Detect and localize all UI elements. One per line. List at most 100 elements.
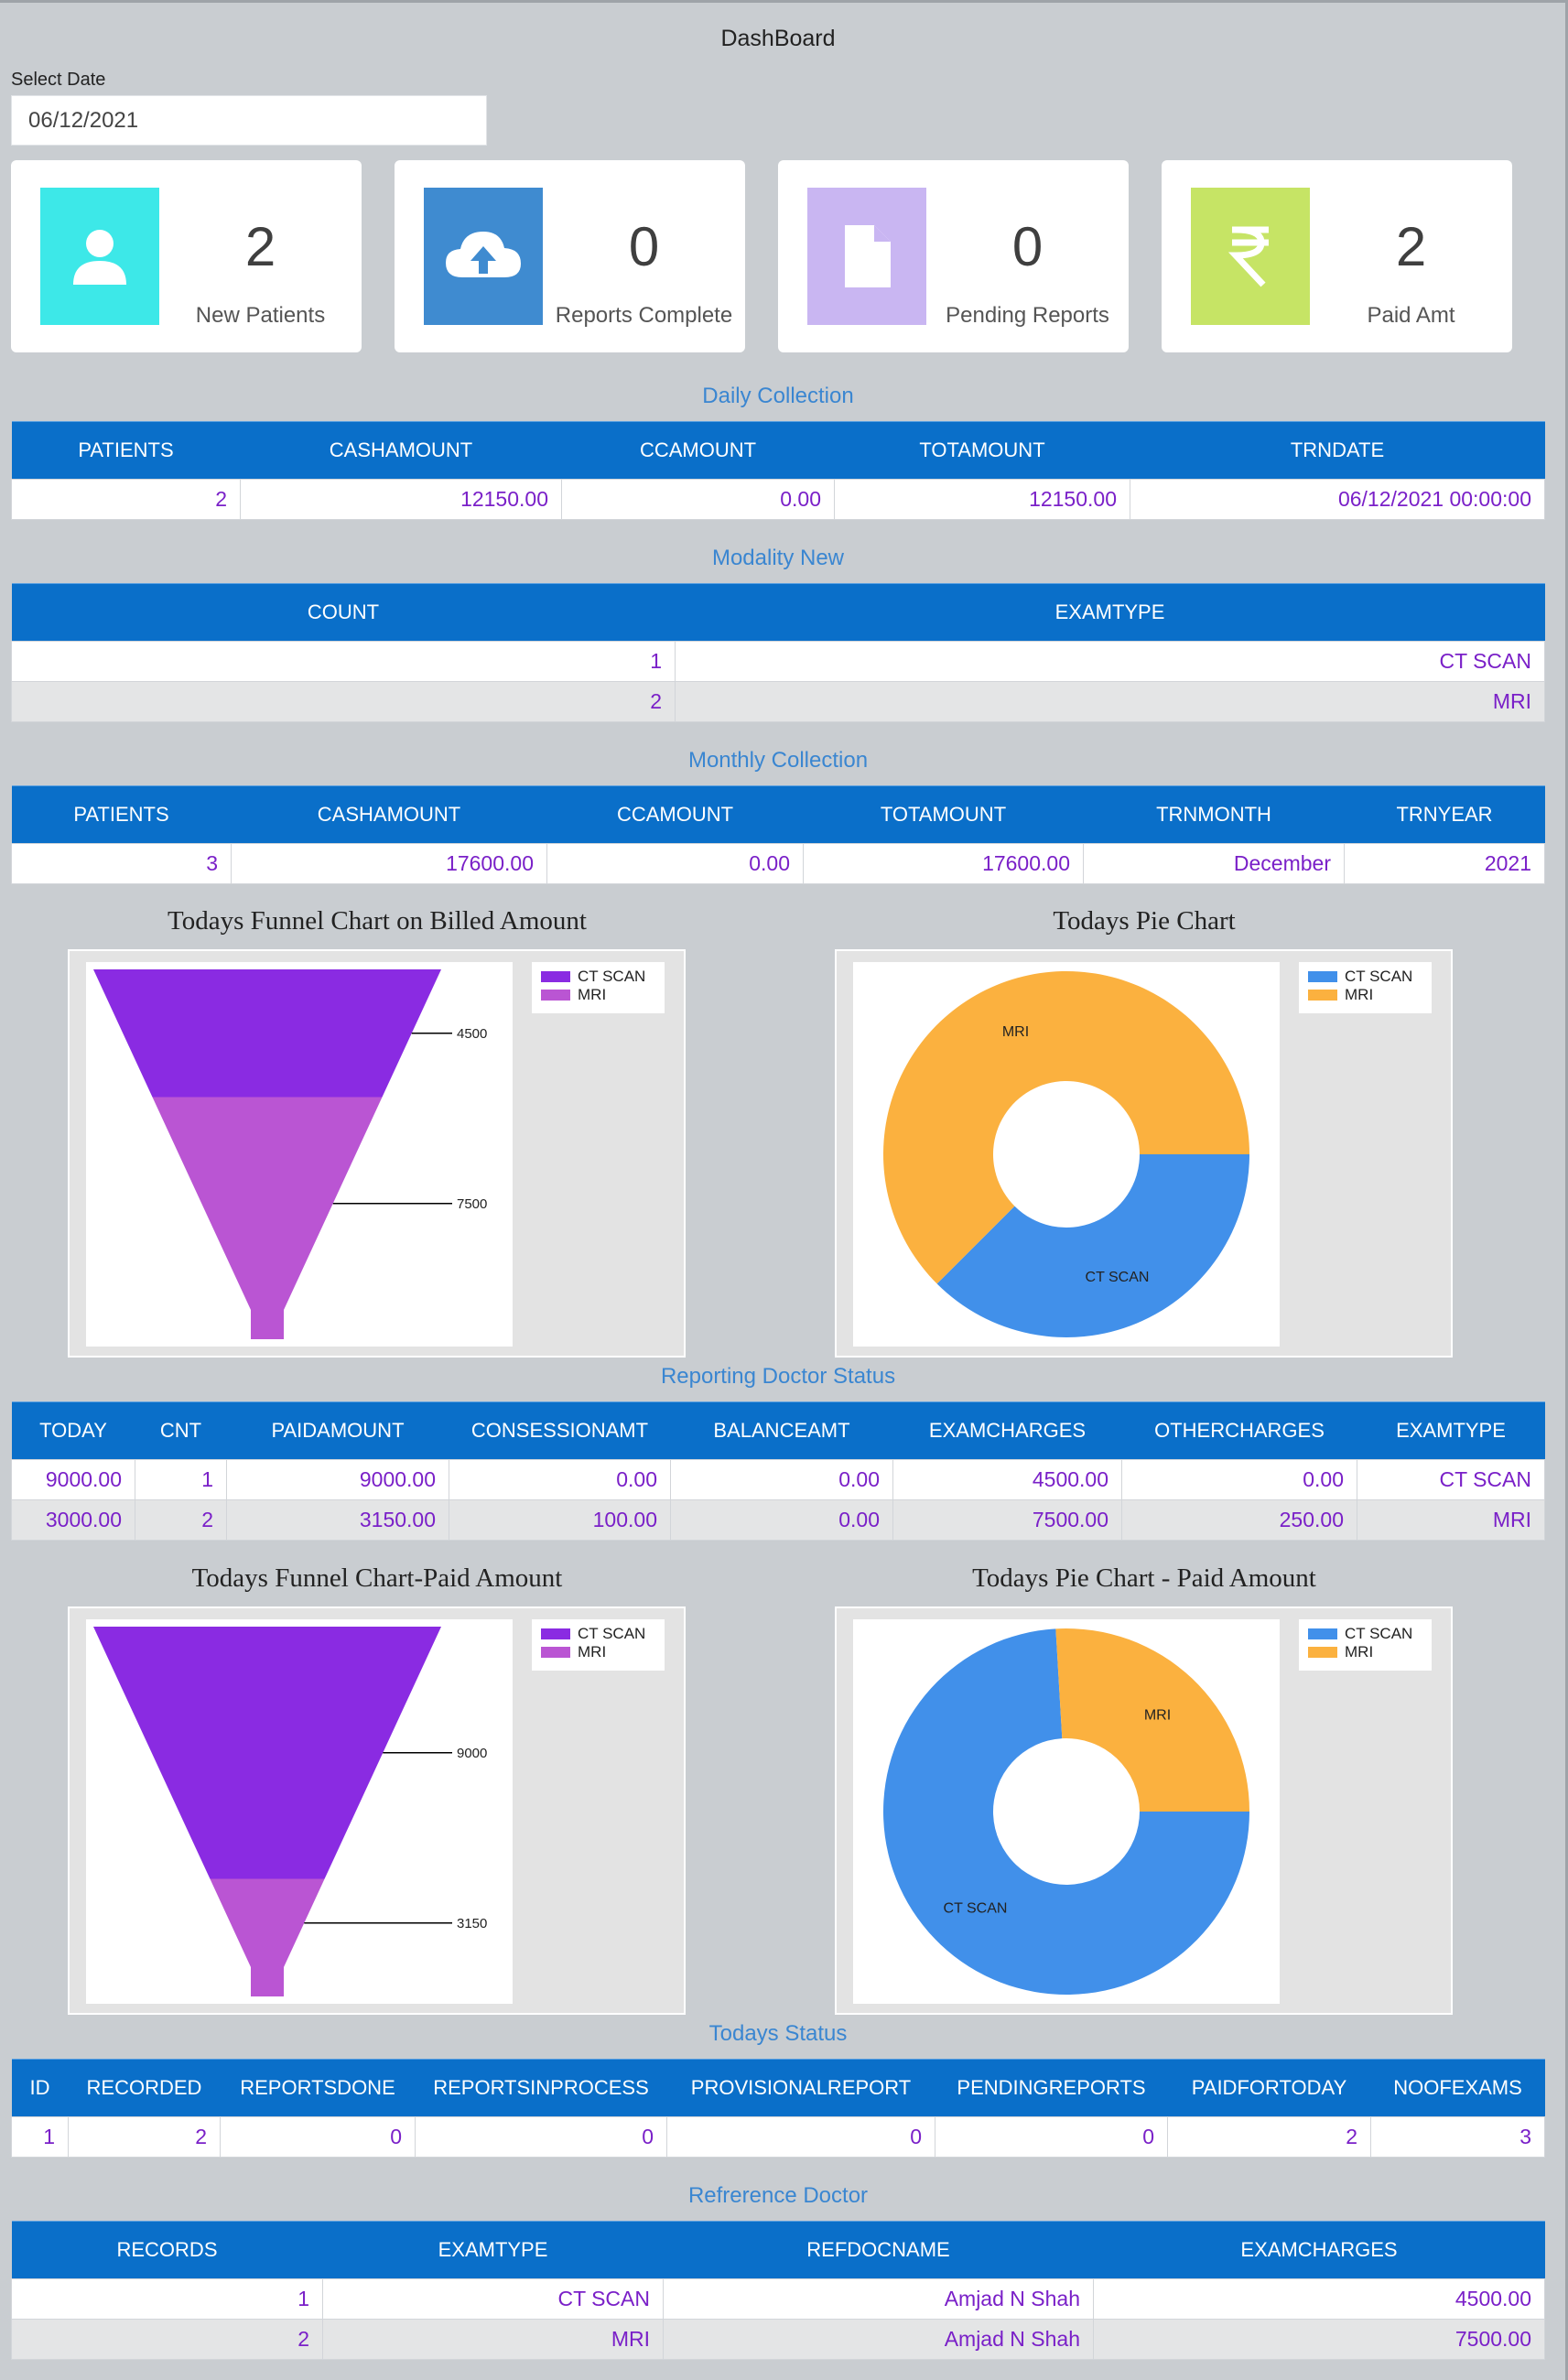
funnel-paid-chart: 9000 3150 CT SCAN MRI <box>68 1606 686 2015</box>
table-cell: CT SCAN <box>322 2278 664 2320</box>
legend-item-ct-scan: CT SCAN <box>541 968 655 986</box>
table-cell: 3000.00 <box>11 1499 135 1541</box>
legend-item-mri: MRI <box>1308 1643 1422 1661</box>
column-header[interactable]: PROVISIONALREPORT <box>666 2059 935 2117</box>
table-row: 1 CT SCAN <box>11 641 1545 682</box>
column-header[interactable]: CASHAMOUNT <box>240 421 562 480</box>
user-icon <box>73 230 126 285</box>
column-header[interactable]: EXAMTYPE <box>1357 1401 1545 1460</box>
rupee-icon <box>1227 226 1269 287</box>
table-row: 2 MRI Amjad N Shah 7500.00 <box>11 2319 1545 2360</box>
select-date-input[interactable] <box>11 95 487 146</box>
legend-swatch <box>541 1647 570 1658</box>
column-header[interactable]: PATIENTS <box>11 785 232 844</box>
card-icon-box <box>424 188 543 325</box>
column-header[interactable]: CCAMOUNT <box>546 785 804 844</box>
column-header[interactable]: REPORTSDONE <box>220 2059 416 2117</box>
legend-swatch <box>1308 1628 1337 1639</box>
table-cell: 9000.00 <box>226 1459 449 1500</box>
column-header[interactable]: NOOFEXAMS <box>1370 2059 1545 2117</box>
pending-reports-card[interactable]: 0 Pending Reports <box>778 160 1129 352</box>
column-header[interactable]: TRNYEAR <box>1344 785 1545 844</box>
table-cell: 250.00 <box>1121 1499 1357 1541</box>
table-cell: 1 <box>135 1459 227 1500</box>
page-title: DashBoard <box>720 26 836 51</box>
table-row: 3 17600.00 0.00 17600.00 December 2021 <box>11 843 1545 884</box>
column-header[interactable]: EXAMCHARGES <box>892 1401 1122 1460</box>
todays-status-table: ID RECORDED REPORTSDONE REPORTSINPROCESS… <box>11 2059 1545 2158</box>
legend-label: CT SCAN <box>578 968 646 985</box>
reporting-doctor-status-table: TODAY CNT PAIDAMOUNT CONSESSIONAMT BALAN… <box>11 1401 1545 1541</box>
legend-item-mri: MRI <box>541 1643 655 1661</box>
column-header[interactable]: TOTAMOUNT <box>834 421 1130 480</box>
paid-amt-card[interactable]: 2 Paid Amt <box>1162 160 1512 352</box>
funnel-segment-ct-scan <box>93 1627 441 1879</box>
legend-label: MRI <box>578 1643 607 1661</box>
table-cell: 0 <box>415 2116 667 2158</box>
funnel-value-label: 3150 <box>457 1916 487 1931</box>
table-cell: 0.00 <box>670 1499 893 1541</box>
legend-label: MRI <box>1345 986 1374 1003</box>
column-header[interactable]: COUNT <box>11 583 676 642</box>
column-header[interactable]: TODAY <box>11 1401 135 1460</box>
pending-reports-count: 0 <box>1011 216 1044 277</box>
table-cell: 2 <box>11 2319 323 2360</box>
column-header[interactable]: TRNMONTH <box>1083 785 1345 844</box>
column-header[interactable]: EXAMCHARGES <box>1093 2221 1545 2279</box>
reports-complete-label: Reports Complete <box>555 303 733 328</box>
column-header[interactable]: ID <box>11 2059 69 2117</box>
table-cell: CT SCAN <box>1357 1459 1545 1500</box>
table-cell: 0 <box>666 2116 935 2158</box>
column-header[interactable]: CASHAMOUNT <box>231 785 547 844</box>
column-header[interactable]: PAIDAMOUNT <box>226 1401 449 1460</box>
funnel-paid-legend: CT SCAN MRI <box>532 1619 665 1671</box>
table-cell: 12150.00 <box>240 479 562 520</box>
table-cell: 3 <box>11 843 232 884</box>
column-header[interactable]: TRNDATE <box>1130 421 1545 480</box>
column-header[interactable]: TOTAMOUNT <box>803 785 1084 844</box>
scrollbar-track[interactable] <box>1565 0 1568 2380</box>
column-header[interactable]: PAIDFORTODAY <box>1167 2059 1371 2117</box>
column-header[interactable]: CONSESSIONAMT <box>449 1401 671 1460</box>
column-header[interactable]: RECORDS <box>11 2221 323 2279</box>
table-cell: MRI <box>322 2319 664 2360</box>
legend-swatch <box>1308 1647 1337 1658</box>
column-header[interactable]: EXAMTYPE <box>322 2221 664 2279</box>
column-header[interactable]: PATIENTS <box>11 421 241 480</box>
funnel-segment-mri <box>210 1878 325 1996</box>
column-header[interactable]: PENDINGREPORTS <box>935 2059 1168 2117</box>
legend-label: CT SCAN <box>1345 968 1413 985</box>
new-patients-card[interactable]: 2 New Patients <box>11 160 362 352</box>
pie-billed-chart: CT SCAN MRI CT SCAN MRI <box>835 949 1453 1358</box>
reports-complete-card[interactable]: 0 Reports Complete <box>395 160 745 352</box>
legend-item-mri: MRI <box>541 986 655 1004</box>
new-patients-label: New Patients <box>195 303 326 328</box>
paid-amt-count: 2 <box>1395 216 1427 277</box>
table-row: 9000.00 1 9000.00 0.00 0.00 4500.00 0.00… <box>11 1459 1545 1500</box>
column-header[interactable]: CNT <box>135 1401 227 1460</box>
column-header[interactable]: OTHERCHARGES <box>1121 1401 1357 1460</box>
column-header[interactable]: BALANCEAMT <box>670 1401 893 1460</box>
funnel-paid-plot: 9000 3150 <box>86 1619 513 2004</box>
table-cell: 2 <box>135 1499 227 1541</box>
reports-complete-count: 0 <box>628 216 660 277</box>
table-cell: 12150.00 <box>834 479 1130 520</box>
legend-item-ct-scan: CT SCAN <box>541 1625 655 1643</box>
column-header[interactable]: CCAMOUNT <box>561 421 835 480</box>
table-cell: 06/12/2021 00:00:00 <box>1130 479 1545 520</box>
column-header[interactable]: RECORDED <box>68 2059 221 2117</box>
daily-collection-table: PATIENTS CASHAMOUNT CCAMOUNT TOTAMOUNT T… <box>11 421 1545 520</box>
pie-paid-legend: CT SCAN MRI <box>1299 1619 1432 1671</box>
column-header[interactable]: EXAMTYPE <box>675 583 1545 642</box>
funnel-value-label: 7500 <box>457 1196 487 1212</box>
reference-doctor-table: RECORDS EXAMTYPE REFDOCNAME EXAMCHARGES … <box>11 2221 1545 2360</box>
pie-paid-chart: CT SCAN MRI CT SCAN MRI <box>835 1606 1453 2015</box>
table-cell: 17600.00 <box>231 843 547 884</box>
column-header[interactable]: REFDOCNAME <box>663 2221 1094 2279</box>
document-icon <box>845 225 891 287</box>
todays-status-title: Todays Status <box>708 2021 848 2046</box>
table-cell: 2 <box>11 681 676 722</box>
pending-reports-label: Pending Reports <box>946 303 1109 328</box>
column-header[interactable]: REPORTSINPROCESS <box>415 2059 667 2117</box>
paid-amt-label: Paid Amt <box>1367 303 1455 328</box>
